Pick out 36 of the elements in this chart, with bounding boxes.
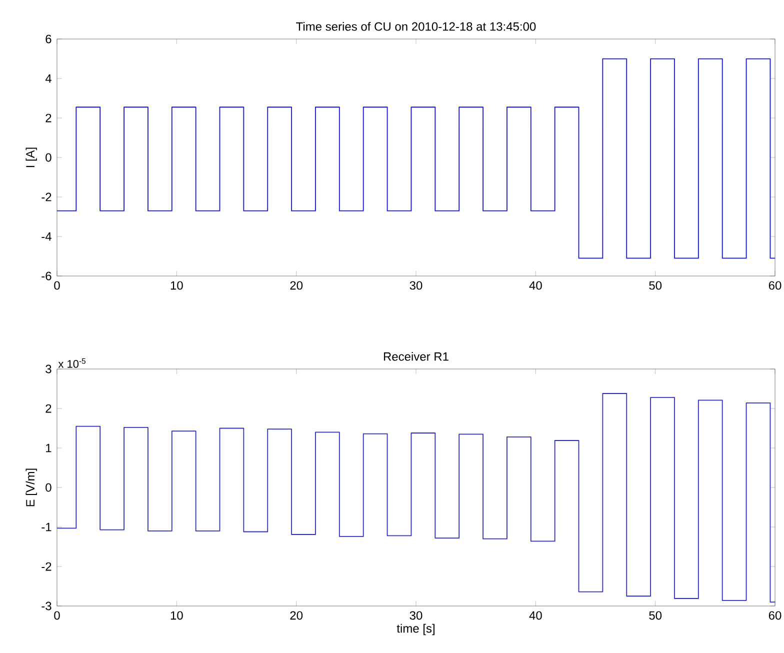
y-tick-label: 0 (46, 153, 52, 162)
x-tick-label: 20 (290, 281, 303, 290)
line-series (57, 58, 775, 259)
y-tick-label: 0 (46, 483, 52, 492)
y-axis-title: E [V/m] (26, 468, 37, 506)
line-series (57, 393, 775, 602)
chart-title: Receiver R1 (384, 352, 448, 361)
y-tick-label: -6 (42, 272, 52, 280)
x-tick-label: 30 (410, 611, 422, 620)
y-axis-title: I [A] (26, 148, 37, 168)
chart-title: Time series of CU on 2010-12-18 at 13:45:00 (296, 22, 536, 31)
y-tick-label: -2 (42, 192, 52, 202)
y-tick-label: -2 (42, 562, 52, 571)
text: x 10$^{-5}$ (58, 358, 86, 368)
x-tick-label: 10 (170, 611, 183, 620)
y-tick-label: -3 (42, 602, 52, 610)
x-tick-label: 0 (54, 611, 60, 620)
x-tick-label: 50 (649, 281, 662, 290)
x-tick-label: 60 (768, 281, 782, 290)
x-tick-label: 30 (410, 281, 422, 290)
y-tick-label: -4 (42, 232, 52, 241)
y-tick-label: 1 (46, 444, 52, 452)
y-tick-label: 4 (45, 74, 52, 83)
x-axis-title: time [s] (396, 624, 434, 636)
x-tick-label: 20 (290, 611, 303, 620)
x-tick-label: 40 (529, 611, 542, 620)
x-tick-label: 10 (170, 281, 183, 290)
y-tick-label: 2 (46, 114, 52, 122)
x-tick-label: 0 (54, 281, 60, 290)
y-tick-label: 6 (46, 34, 52, 44)
x-tick-label: 60 (768, 611, 782, 620)
x-tick-label: 40 (529, 281, 542, 290)
y-tick-label: 2 (46, 404, 52, 413)
x-tick-label: 50 (649, 611, 662, 620)
y-tick-label: 3 (46, 364, 52, 374)
y-tick-label: -1 (42, 522, 52, 532)
